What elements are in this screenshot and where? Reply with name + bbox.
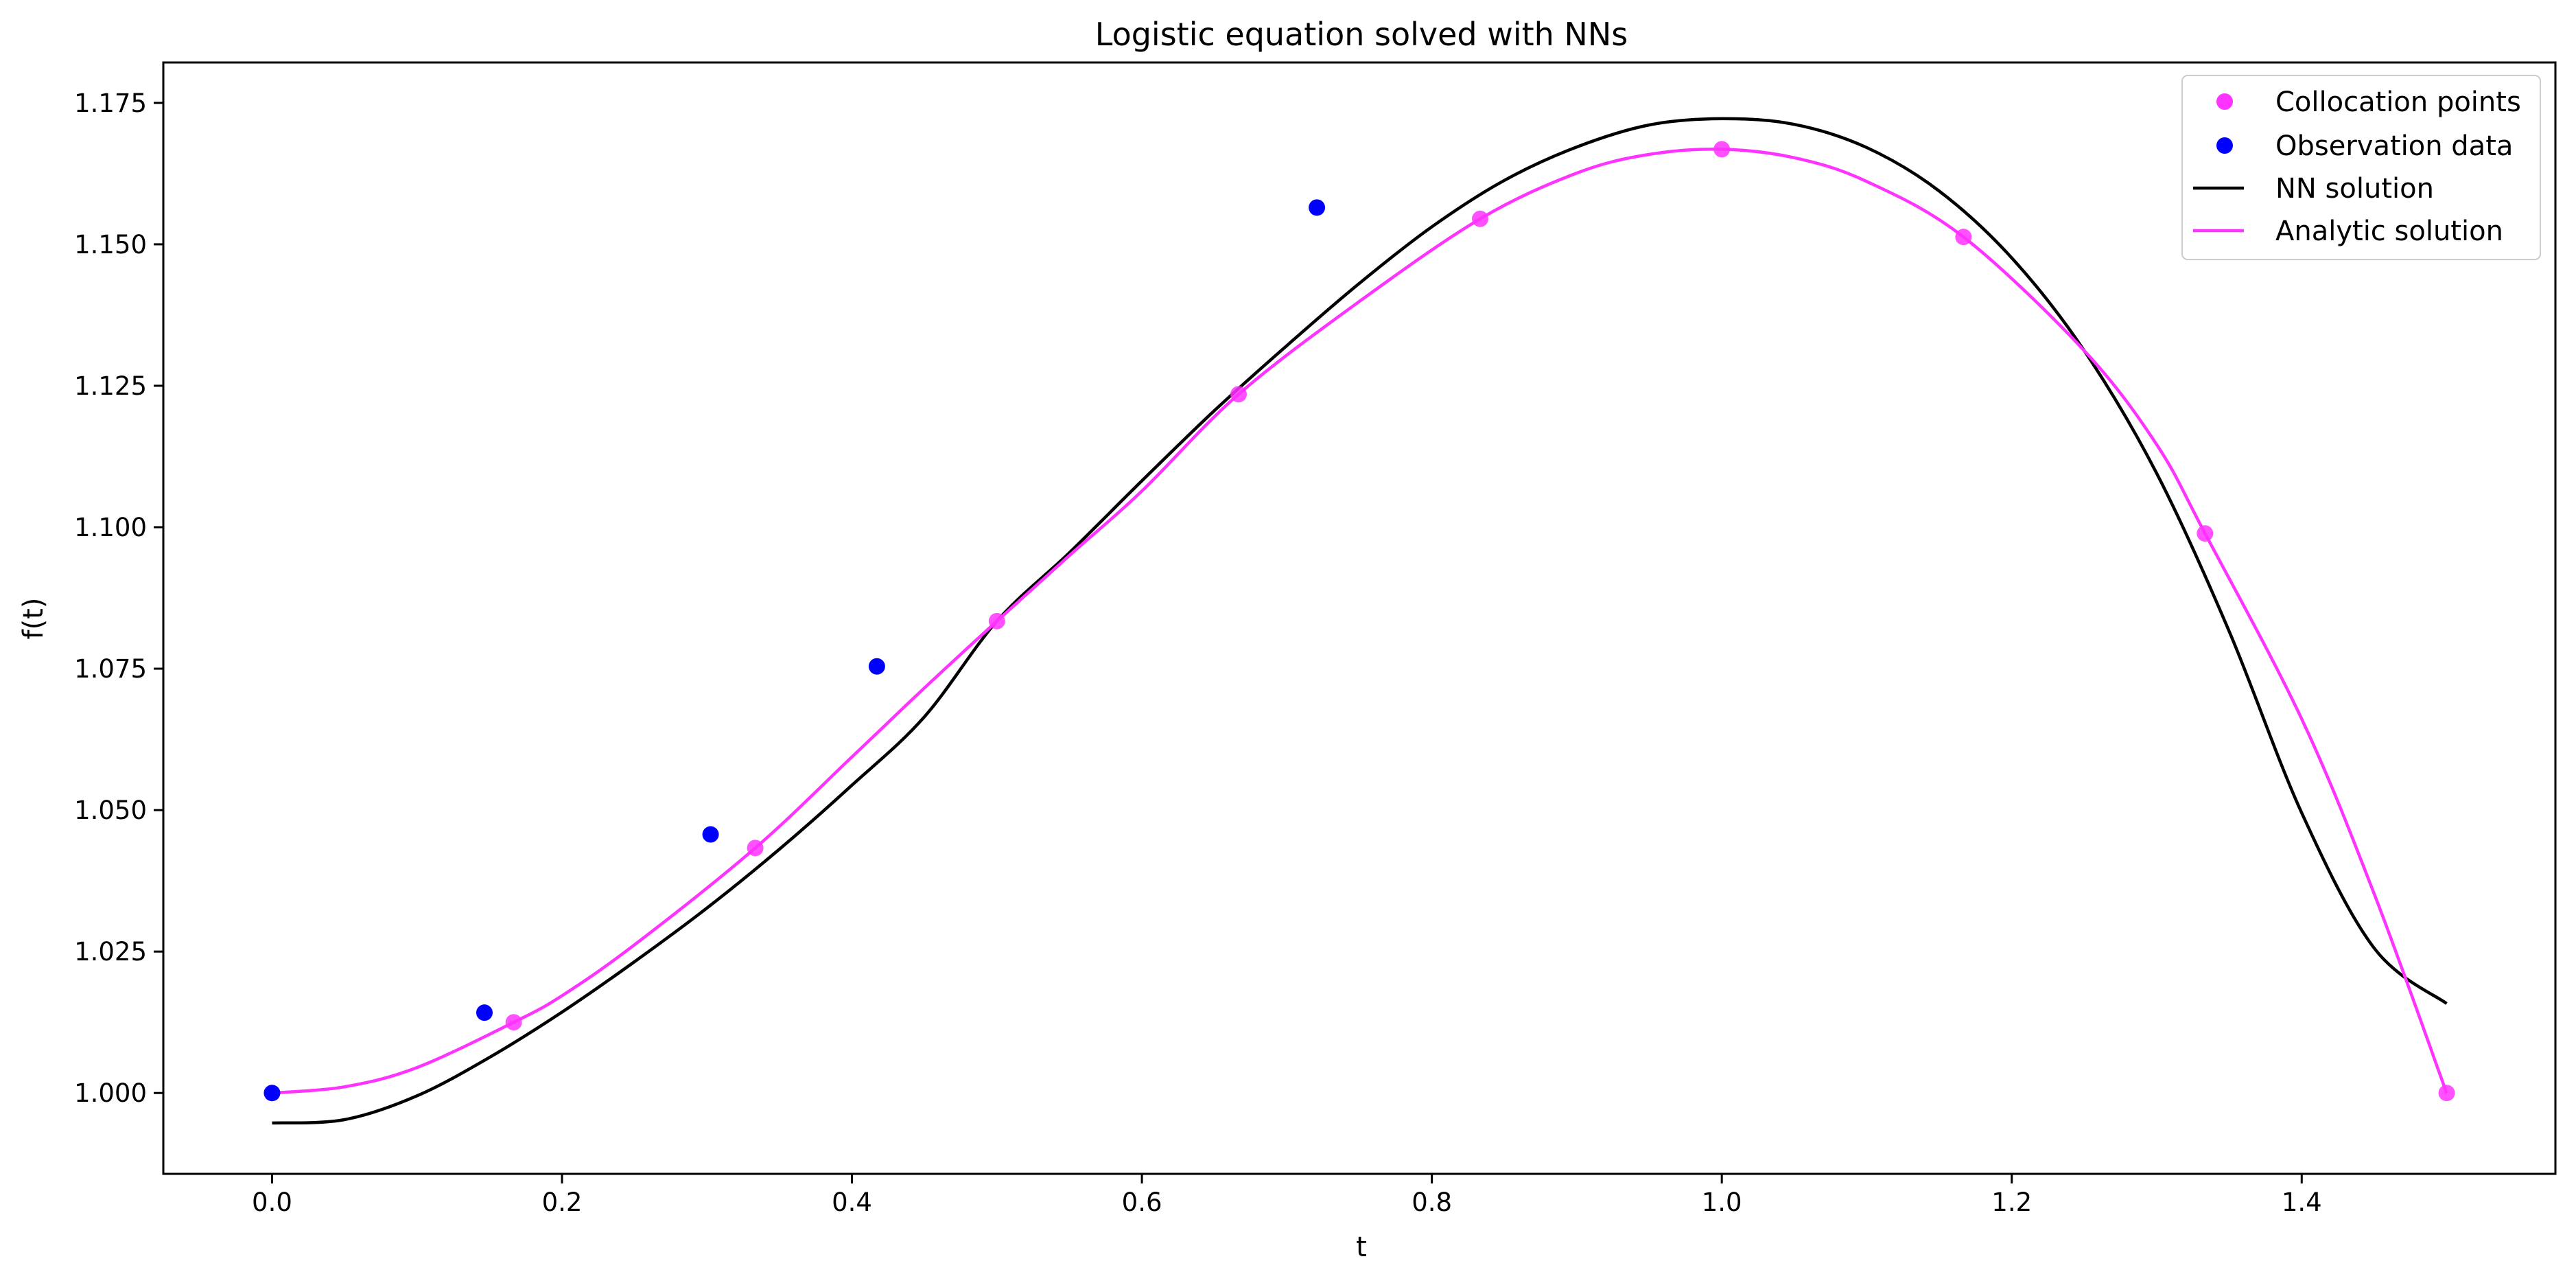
legend-marker-collocation-points — [2216, 93, 2233, 110]
axes-frame — [162, 61, 2557, 1175]
y-axis: 1.000 1.025 1.050 1.075 1.100 1.125 1.150 1.175 — [74, 89, 163, 1108]
point-collocation-points — [1230, 386, 1248, 403]
legend-items: Collocation points Observation data NN sol… — [2193, 86, 2521, 247]
y-tick-label: 1.025 — [74, 937, 147, 967]
y-tick-label: 1.100 — [74, 513, 147, 542]
point-collocation-points — [1955, 229, 1972, 246]
x-tick-label: 0.4 — [832, 1188, 872, 1217]
point-observation-data — [702, 826, 719, 843]
y-tick-label: 1.125 — [74, 371, 147, 401]
x-tick-label: 0.6 — [1122, 1188, 1162, 1217]
point-collocation-points — [505, 1014, 522, 1031]
point-collocation-points — [2197, 525, 2214, 542]
point-collocation-points — [747, 840, 764, 857]
point-collocation-points — [988, 612, 1005, 629]
point-observation-data — [1309, 199, 1326, 216]
legend-box — [2181, 75, 2541, 260]
legend-label-observation-data: Observation data — [2275, 130, 2513, 162]
x-axis: 0.0 0.2 0.4 0.6 0.8 1.0 1.2 1.4 — [252, 1174, 2322, 1217]
legend-label-collocation-points: Collocation points — [2275, 86, 2521, 118]
x-tick-label: 0.2 — [542, 1188, 583, 1217]
point-collocation-points — [1471, 210, 1488, 227]
series-line-nn-solution — [272, 117, 2448, 1125]
x-tick-label: 0.8 — [1412, 1188, 1452, 1217]
point-observation-data — [264, 1085, 281, 1102]
y-tick-label: 1.075 — [74, 654, 147, 684]
y-tick-label: 1.150 — [74, 230, 147, 259]
legend-marker-observation-data — [2216, 137, 2233, 154]
plot-area — [264, 117, 2455, 1125]
legend-label-analytic-solution: Analytic solution — [2275, 216, 2503, 247]
y-tick-label: 1.175 — [74, 89, 147, 118]
x-axis-label: t — [1356, 1232, 1367, 1263]
point-observation-data — [476, 1004, 493, 1021]
legend: Collocation points Observation data NN sol… — [2181, 75, 2541, 260]
chart-title: Logistic equation solved with NNs — [1095, 16, 1628, 53]
point-observation-data — [868, 658, 885, 675]
x-tick-label: 1.0 — [1702, 1188, 1742, 1217]
legend-label-nn-solution: NN solution — [2275, 173, 2434, 205]
x-tick-label: 0.0 — [252, 1188, 292, 1217]
x-tick-label: 1.2 — [1991, 1188, 2032, 1217]
point-collocation-points — [2438, 1085, 2455, 1102]
y-tick-label: 1.000 — [74, 1078, 147, 1108]
y-axis-label: f(t) — [18, 598, 49, 640]
point-collocation-points — [1713, 141, 1731, 158]
series-line-analytic-solution — [272, 148, 2448, 1095]
x-tick-label: 1.4 — [2282, 1188, 2322, 1217]
y-tick-label: 1.050 — [74, 796, 147, 825]
